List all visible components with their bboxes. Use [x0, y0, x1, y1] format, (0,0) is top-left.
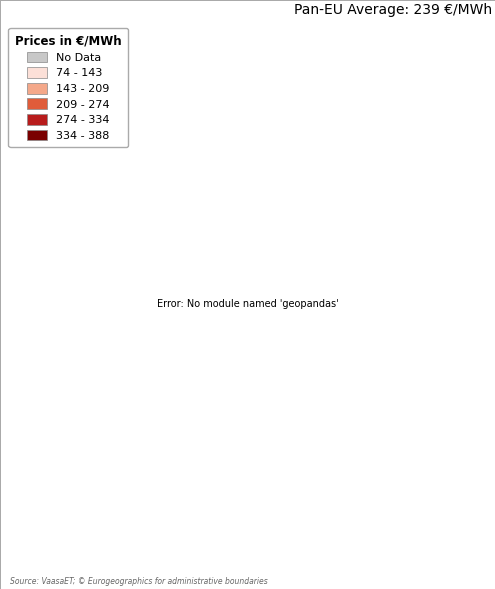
Text: Pan-EU Average: 239 €/MWh: Pan-EU Average: 239 €/MWh: [294, 3, 492, 16]
Text: Error: No module named 'geopandas': Error: No module named 'geopandas': [157, 299, 338, 309]
Text: Source: VaasaET; © Eurogeographics for administrative boundaries: Source: VaasaET; © Eurogeographics for a…: [10, 577, 268, 586]
Legend: No Data, 74 - 143, 143 - 209, 209 - 274, 274 - 334, 334 - 388: No Data, 74 - 143, 143 - 209, 209 - 274,…: [8, 28, 128, 147]
